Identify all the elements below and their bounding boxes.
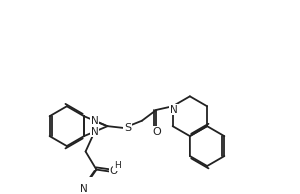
Text: S: S [124,123,131,133]
Text: N: N [91,127,98,137]
Text: N: N [80,184,88,194]
Text: H: H [114,161,121,171]
Text: N: N [170,105,177,115]
Text: O: O [152,127,161,137]
Text: O: O [110,166,118,176]
Text: N: N [91,116,98,126]
